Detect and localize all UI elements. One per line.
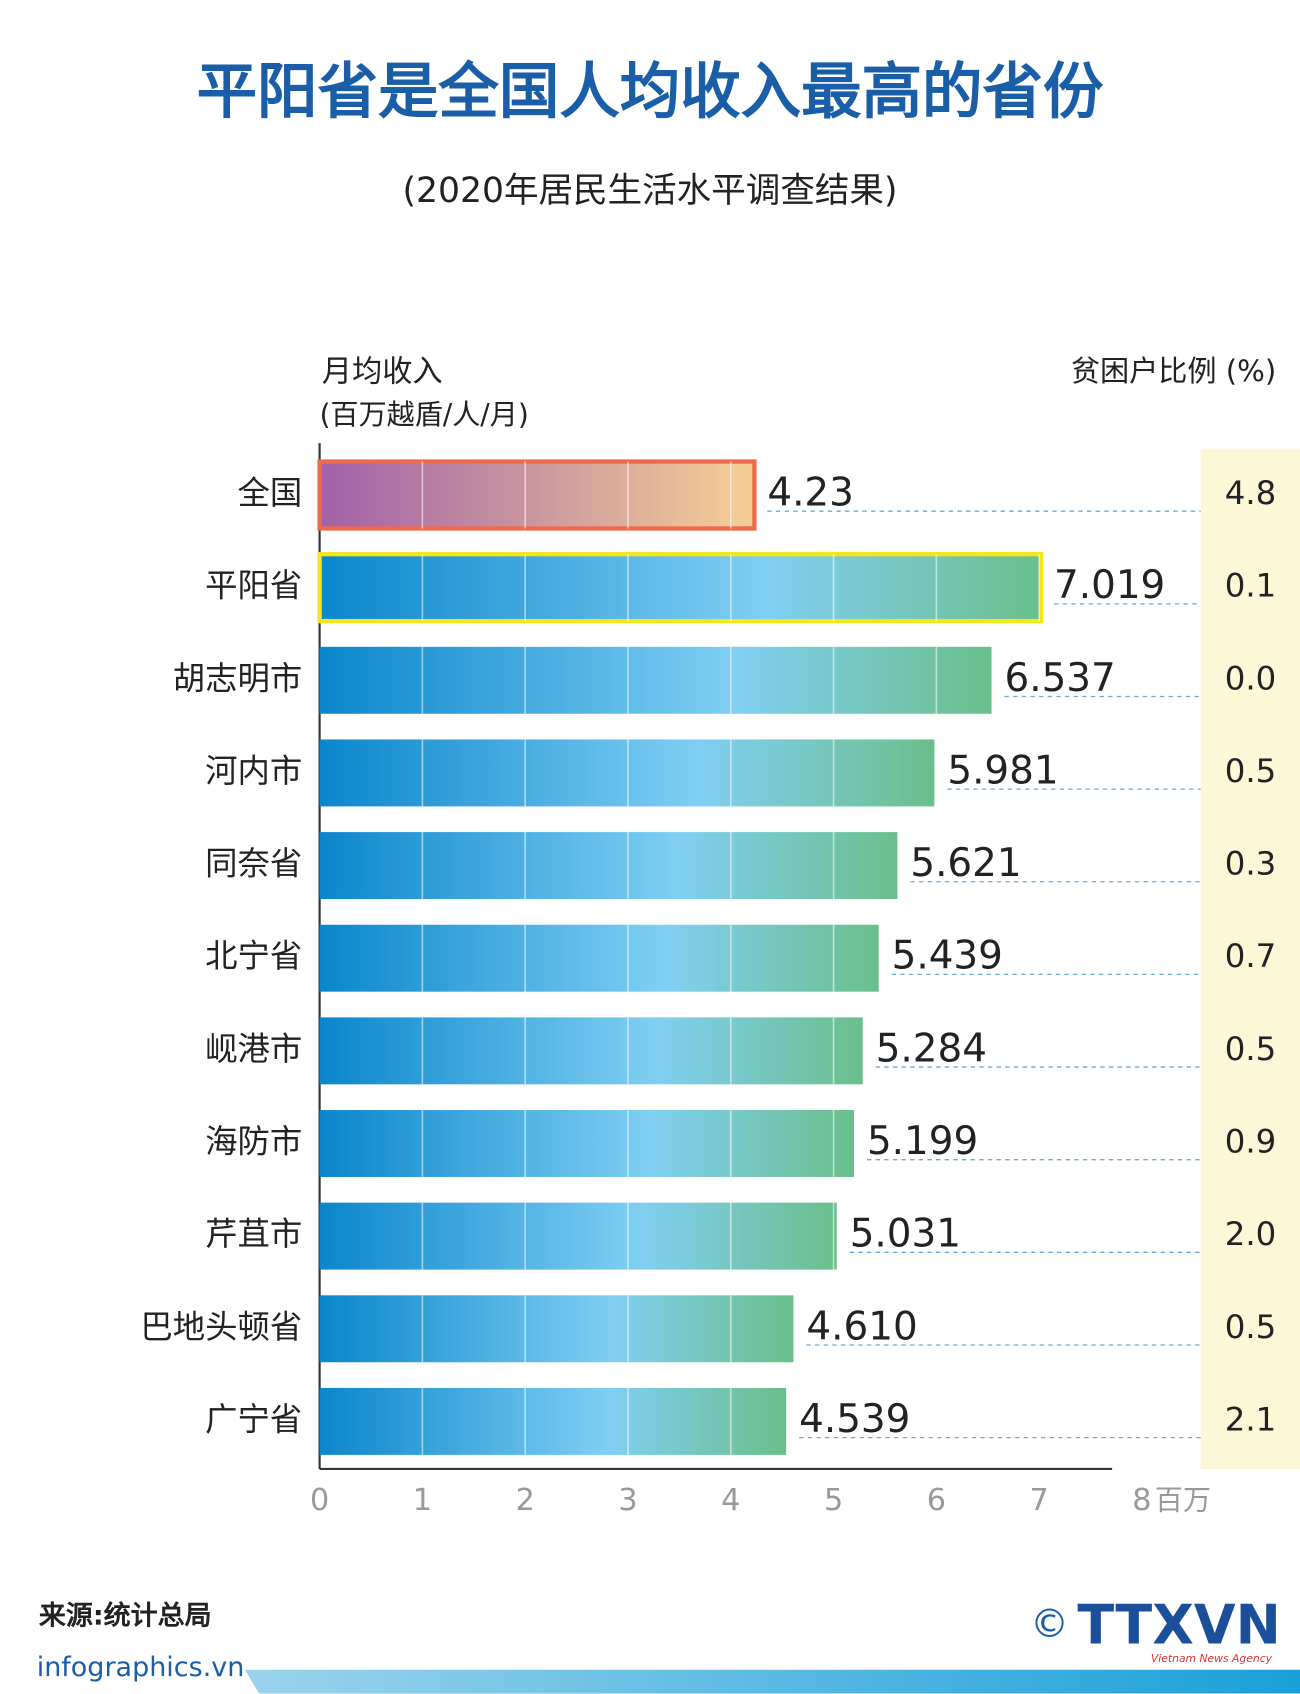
value-label: 5.439 [892,934,1003,979]
bar [319,1017,863,1085]
poverty-value: 0.5 [1225,1308,1277,1346]
value-label: 5.031 [850,1212,961,1257]
category-label: 芹苴市 [205,1215,302,1253]
value-label: 5.981 [947,748,1058,793]
value-label: 5.284 [876,1026,987,1071]
poverty-value: 0.5 [1225,1030,1277,1068]
site: infographics.vn [37,1652,245,1683]
axis-label: 月均收入 [322,354,443,389]
x-tick-label: 4 [721,1483,740,1518]
bar [319,924,879,992]
bar [319,1110,855,1177]
poverty-value: 2.0 [1225,1215,1277,1253]
poverty-value: 0.5 [1225,752,1277,790]
bar [319,832,898,900]
value-label: 6.537 [1005,656,1116,701]
title: 平阳省是全国人均收入最高的省份 [197,57,1104,127]
x-tick-label: 6 [927,1483,946,1518]
value-label: 4.539 [799,1397,910,1442]
copyright: © [1030,1602,1069,1647]
bar [319,1387,787,1455]
bar [319,739,935,807]
category-label: 胡志明市 [173,659,303,697]
poverty-value: 2.1 [1225,1400,1277,1438]
category-label: 全国 [238,474,303,512]
poverty-value: 0.0 [1225,659,1277,697]
category-label: 平阳省 [205,567,302,605]
axis-label: (百万越盾/人/月) [320,398,529,431]
bar [317,552,1044,624]
x-tick-label: 1 [413,1483,432,1518]
footer-band [0,1669,1300,1694]
poverty-value: 4.8 [1225,474,1277,512]
poverty-value: 0.9 [1225,1122,1277,1160]
agency: Vietnam News Agency [1151,1652,1273,1665]
poverty-column [1200,448,1300,1469]
value-label: 4.23 [767,471,854,516]
bar [317,459,757,531]
x-tick-label: 0 [310,1483,329,1518]
value-label: 4.610 [806,1304,917,1349]
value-label: 5.199 [867,1119,978,1164]
category-label: 巴地头顿省 [140,1308,302,1346]
x-tick-label: 7 [1030,1483,1049,1518]
logo: TTXVN [1077,1593,1280,1656]
category-label: 同奈省 [205,845,302,883]
poverty-value: 0.7 [1225,937,1277,975]
value-label: 7.019 [1054,563,1165,608]
source: 来源:统计总局 [39,1599,212,1631]
category-label: 河内市 [205,752,302,790]
category-label: 北宁省 [205,937,302,975]
value-label: 5.621 [910,841,1021,886]
poverty-value: 0.3 [1225,845,1277,883]
right-header: 贫困户比例 (%) [1071,354,1276,388]
category-label: 广宁省 [205,1400,302,1438]
poverty-value: 0.1 [1225,567,1277,605]
subtitle: (2020年居民生活水平调查结果) [403,171,898,211]
category-label: 岘港市 [205,1030,302,1068]
x-tick-label: 5 [824,1483,843,1518]
bar [319,1295,794,1363]
bar [319,646,992,714]
x-unit: 百万 [1155,1483,1211,1516]
x-tick-label: 2 [516,1483,535,1518]
bar [319,1202,837,1270]
x-tick-label: 8 [1132,1483,1151,1518]
x-tick-label: 3 [618,1483,637,1518]
site-tab [0,1648,260,1694]
category-label: 海防市 [205,1122,302,1160]
